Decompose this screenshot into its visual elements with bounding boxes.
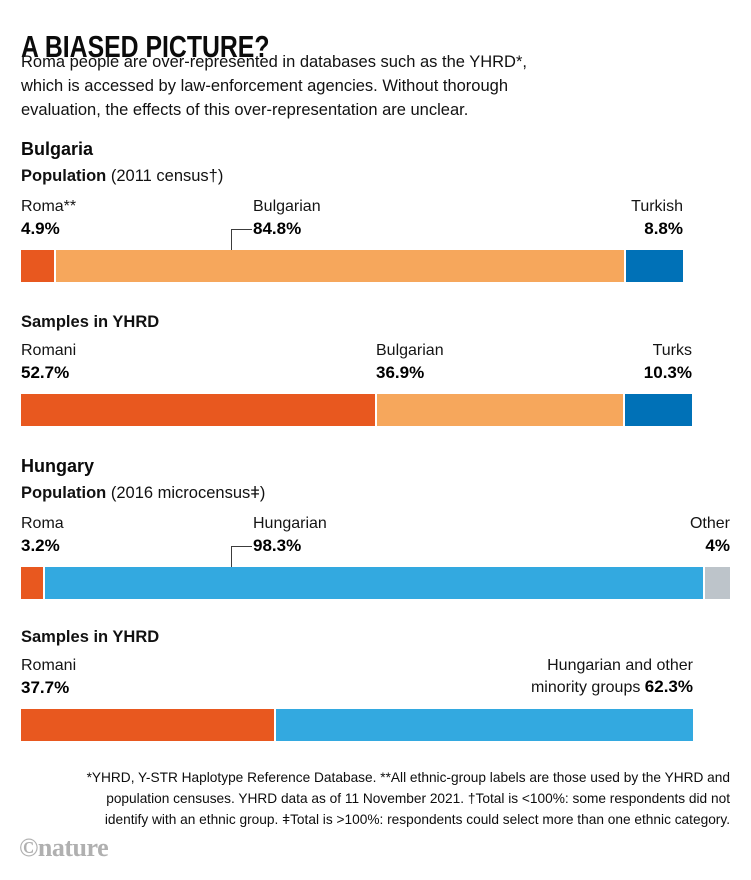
bar-segment-romani xyxy=(21,394,376,426)
bar-label-name: Romani xyxy=(21,342,77,359)
bar-label-value: 4.9% xyxy=(21,219,60,238)
bar-label-group: Other 4% xyxy=(690,514,730,557)
bar-label-value: 52.7% xyxy=(21,363,70,382)
footnote-line: identify with an ethnic group. ǂTotal is… xyxy=(104,812,730,827)
chart-title-text: Samples in YHRD xyxy=(21,313,160,331)
bar-label-name: Roma xyxy=(21,515,64,532)
chart-bulgaria-population: Roma** 4.9% Bulgarian 84.8% Turkish 8.8% xyxy=(21,197,730,283)
connector-line xyxy=(231,229,252,251)
nature-logo: ©nature xyxy=(19,833,109,862)
bar-label-group: Hungarian 98.3% xyxy=(253,514,327,557)
bar-label-value: 98.3% xyxy=(253,536,302,555)
bar-label-group: Bulgarian 36.9% xyxy=(376,341,444,384)
page-title: A BIASED PICTURE? xyxy=(21,28,270,64)
bar-segment-roma xyxy=(21,250,54,282)
bar-label-group: Bulgarian 84.8% xyxy=(253,197,321,240)
chart-hungary-yhrd: Romani 37.7% Hungarian and other minorit… xyxy=(21,656,730,742)
bar-label-name: Other xyxy=(689,515,730,532)
bar-label-name: Romani xyxy=(21,657,77,674)
bar-label-value: 3.2% xyxy=(21,536,60,555)
bar-label-name: Hungarian and other xyxy=(547,657,693,674)
chart-title-text: Samples in YHRD xyxy=(21,628,160,646)
bar-label-name: Bulgarian xyxy=(253,198,321,215)
bar-label-value: 4% xyxy=(705,536,730,555)
bar-label-name: Turkish xyxy=(631,198,683,215)
bar-label-group: Roma 3.2% xyxy=(21,514,64,557)
chart-title-bulgaria-population: Population (2011 census†) xyxy=(21,167,223,186)
intro-text: Roma people are over-represented in data… xyxy=(21,50,527,122)
chart-title-text: Population xyxy=(21,167,107,185)
stacked-bar xyxy=(21,394,693,426)
footnote-line: *YHRD, Y-STR Haplotype Reference Databas… xyxy=(86,770,730,785)
chart-title-hungary-population: Population (2016 microcensusǂ) xyxy=(21,484,265,503)
intro-line: Roma people are over-represented in data… xyxy=(21,53,527,71)
intro-line: evaluation, the effects of this over-rep… xyxy=(21,101,469,119)
bar-segment-bulgarian xyxy=(53,250,624,282)
connector-line xyxy=(231,546,252,568)
bar-label-group: Romani 52.7% xyxy=(21,341,76,384)
chart-bulgaria-yhrd: Romani 52.7% Bulgarian 36.9% Turks 10.3% xyxy=(21,341,730,427)
bar-label-value: 36.9% xyxy=(376,363,425,382)
bar-label-group: Turkish 8.8% xyxy=(631,197,683,240)
bar-segment-romani xyxy=(21,709,275,741)
bar-label-group: Turks 10.3% xyxy=(644,341,692,384)
bar-segment-hungarian xyxy=(42,567,704,599)
bar-label-name-line2: minority groups 62.3% xyxy=(531,676,693,699)
stacked-bar xyxy=(21,567,730,599)
bar-label-name: Hungarian xyxy=(253,515,327,532)
chart-hungary-population: Roma 3.2% Hungarian 98.3% Other 4% xyxy=(21,514,730,600)
bar-label-name-text: minority groups xyxy=(530,679,645,696)
chart-title-hungary-yhrd: Samples in YHRD xyxy=(21,628,159,647)
footnote: *YHRD, Y-STR Haplotype Reference Databas… xyxy=(21,767,730,830)
bar-label-group: Romani 37.7% xyxy=(21,656,76,699)
bar-label-group: Hungarian and other minority groups 62.3… xyxy=(531,656,693,699)
footnote-line: population censuses. YHRD data as of 11 … xyxy=(106,791,730,806)
bar-label-value: 37.7% xyxy=(21,678,70,697)
bar-label-name: Turks xyxy=(652,342,692,359)
bar-segment-hungarian-other xyxy=(274,709,693,741)
bar-segment-other xyxy=(703,567,730,599)
section-heading-hungary: Hungary xyxy=(21,456,95,476)
bar-label-group: Roma** 4.9% xyxy=(21,197,76,240)
stacked-bar xyxy=(21,250,683,282)
bar-segment-roma xyxy=(21,567,43,599)
chart-title-bulgaria-yhrd: Samples in YHRD xyxy=(21,313,159,332)
stacked-bar xyxy=(21,709,693,741)
bar-label-value: 62.3% xyxy=(644,677,693,696)
chart-title-text: Population xyxy=(21,484,107,502)
bar-label-name: Bulgarian xyxy=(376,342,444,359)
bar-segment-bulgarian xyxy=(375,394,624,426)
bar-label-value: 10.3% xyxy=(643,363,692,382)
section-heading-bulgaria: Bulgaria xyxy=(21,139,94,159)
bar-segment-turks xyxy=(623,394,693,426)
bar-label-value: 84.8% xyxy=(253,219,302,238)
bar-label-name: Roma** xyxy=(21,198,77,215)
bar-segment-turkish xyxy=(623,250,683,282)
intro-line: which is accessed by law-enforcement age… xyxy=(21,77,508,95)
chart-title-note: (2016 microcensusǂ) xyxy=(110,484,266,502)
bar-label-value: 8.8% xyxy=(644,219,683,238)
chart-title-note: (2011 census†) xyxy=(110,167,224,185)
